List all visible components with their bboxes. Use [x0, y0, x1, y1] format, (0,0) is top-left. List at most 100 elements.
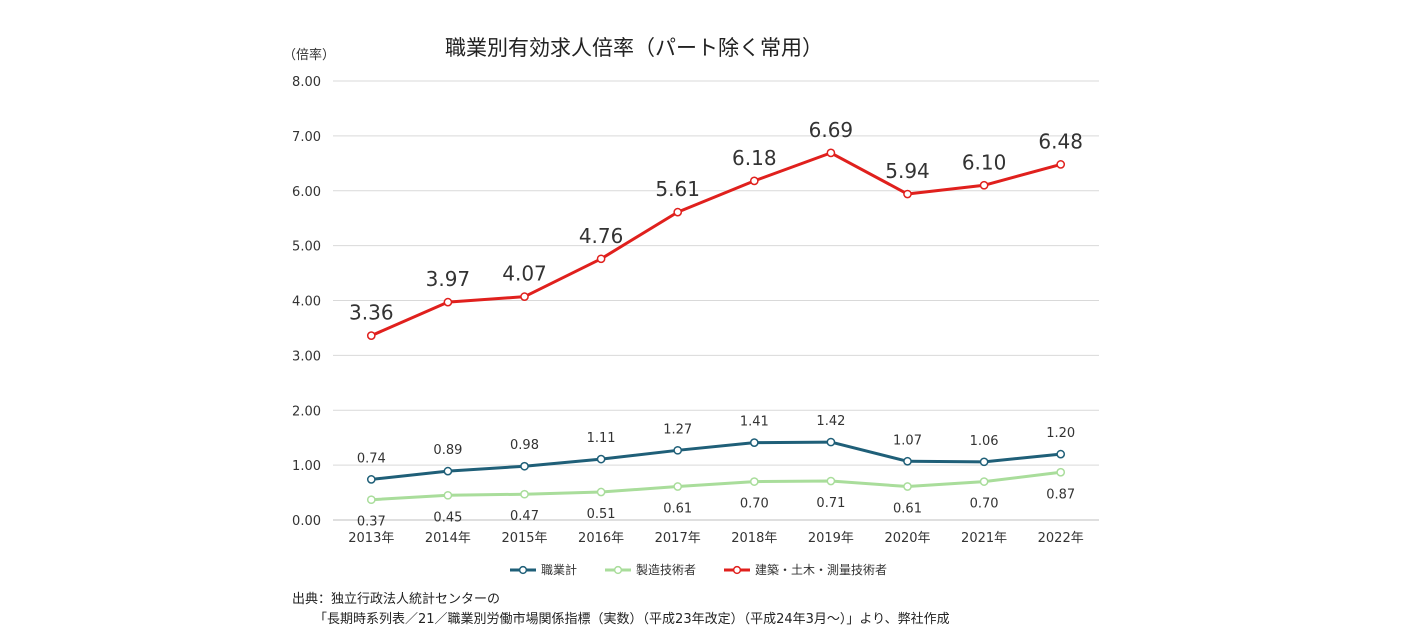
x-tick-label: 2020年: [884, 531, 930, 546]
data-label: 3.97: [426, 267, 471, 291]
data-label: 1.11: [587, 431, 616, 446]
x-tick-label: 2014年: [425, 531, 471, 546]
data-label: 6.18: [732, 146, 777, 170]
data-label: 3.36: [349, 301, 394, 325]
data-point: [673, 445, 683, 455]
y-tick-label: 5.00: [292, 240, 321, 255]
data-label: 5.61: [655, 177, 700, 201]
data-label: 6.48: [1038, 129, 1083, 153]
x-tick-label: 2015年: [501, 531, 547, 546]
data-label: 0.37: [357, 515, 386, 530]
legend: 職業計 製造技術者 建築・土木・測量技術者: [510, 562, 887, 577]
data-point: [443, 466, 453, 476]
data-label: 1.42: [816, 414, 845, 429]
series-line: [371, 470, 1061, 502]
y-tick-label: 2.00: [292, 404, 321, 419]
data-point: [749, 176, 759, 186]
x-axis-ticks: 2013年 2014年 2015年 2016年 2017年 2018年 2019年 2020年…: [348, 531, 1083, 546]
y-tick-label: 8.00: [292, 75, 321, 90]
data-point: [520, 292, 529, 302]
data-label: 1.20: [1046, 426, 1075, 441]
legend-label: 職業計: [541, 562, 577, 577]
x-tick-label: 2022年: [1038, 531, 1084, 546]
series-line: [371, 440, 1061, 481]
x-tick-label: 2018年: [731, 531, 777, 546]
legend-label: 建築・土木・測量技術者: [755, 562, 887, 577]
data-point: [826, 437, 836, 447]
data-point: [979, 477, 989, 486]
grid-lines: [333, 80, 1099, 521]
data-point: [826, 148, 836, 158]
data-label: 0.61: [893, 502, 922, 517]
data-point: [673, 207, 683, 217]
x-tick-label: 2013年: [348, 531, 394, 546]
chart-title: 職業別有効求人倍率（パート除く常用）: [445, 36, 823, 60]
data-point: [749, 438, 759, 447]
x-tick-label: 2019年: [808, 531, 854, 546]
data-label: 5.94: [885, 159, 930, 183]
source-line-1: 出典：独立行政法人統計センターの: [292, 592, 501, 607]
data-label: 0.89: [433, 443, 462, 458]
data-point: [1056, 467, 1066, 477]
data-label: 0.87: [1046, 487, 1075, 502]
y-tick-label: 1.00: [292, 459, 321, 474]
data-labels: 0.74 0.89 0.98 1.11 1.27 1.41 1.42 1.07 1.06 1.20…: [349, 118, 1083, 530]
data-label: 0.98: [510, 438, 539, 453]
data-point: [979, 180, 989, 190]
data-point: [366, 495, 376, 505]
data-point: [596, 454, 606, 464]
data-point: [1056, 160, 1066, 169]
y-axis-unit-label: （倍率）: [283, 48, 336, 63]
data-point: [366, 475, 376, 484]
data-label: 0.70: [970, 497, 999, 512]
data-label: 6.10: [962, 150, 1007, 174]
data-label: 0.71: [816, 496, 845, 511]
data-label: 1.06: [970, 434, 999, 449]
data-point: [520, 461, 529, 471]
data-point: [979, 457, 989, 467]
series-lines: [366, 148, 1066, 505]
x-tick-label: 2016年: [578, 531, 624, 546]
legend-item-3: 建築・土木・測量技術者: [724, 562, 887, 577]
series-1: [366, 437, 1066, 484]
data-point: [749, 477, 759, 486]
data-point: [903, 189, 912, 199]
series-2: [366, 467, 1066, 505]
x-tick-label: 2017年: [655, 531, 701, 546]
data-label: 4.76: [579, 224, 624, 248]
data-point: [826, 476, 836, 486]
data-point: [443, 490, 453, 500]
data-point: [520, 489, 529, 499]
data-label: 4.07: [502, 262, 547, 286]
data-label: 0.70: [740, 497, 769, 512]
data-point: [443, 297, 453, 307]
data-label: 0.47: [510, 509, 539, 524]
legend-label: 製造技術者: [636, 563, 696, 577]
data-point: [366, 331, 376, 340]
data-point: [596, 254, 606, 264]
data-point: [596, 487, 606, 497]
y-tick-label: 6.00: [292, 185, 321, 200]
legend-marker: [732, 565, 742, 575]
data-point: [673, 482, 683, 491]
data-point: [903, 482, 912, 491]
series-line: [370, 151, 1062, 337]
data-label: 0.61: [663, 502, 692, 517]
legend-marker: [518, 565, 528, 575]
y-tick-label: 3.00: [292, 349, 321, 364]
data-label: 0.74: [357, 451, 386, 466]
y-axis-ticks: 0.00 1.00 2.00 3.00 4.00 5.00 6.00 7.00 8.00: [292, 75, 321, 529]
x-tick-label: 2021年: [961, 531, 1007, 546]
data-label: 1.41: [740, 415, 769, 430]
source-line-2: 「長期時系列表／21／職業別労働市場関係指標（実数）（平成23年改定）（平成24…: [314, 612, 950, 627]
legend-marker: [613, 565, 623, 575]
y-tick-label: 7.00: [292, 130, 321, 145]
y-tick-label: 4.00: [292, 295, 321, 310]
data-label: 1.27: [663, 422, 692, 437]
data-label: 0.51: [587, 507, 616, 522]
y-tick-label: 0.00: [292, 514, 321, 529]
series-3: [366, 148, 1066, 340]
legend-item-1: 職業計: [510, 562, 577, 577]
data-label: 6.69: [809, 118, 854, 142]
